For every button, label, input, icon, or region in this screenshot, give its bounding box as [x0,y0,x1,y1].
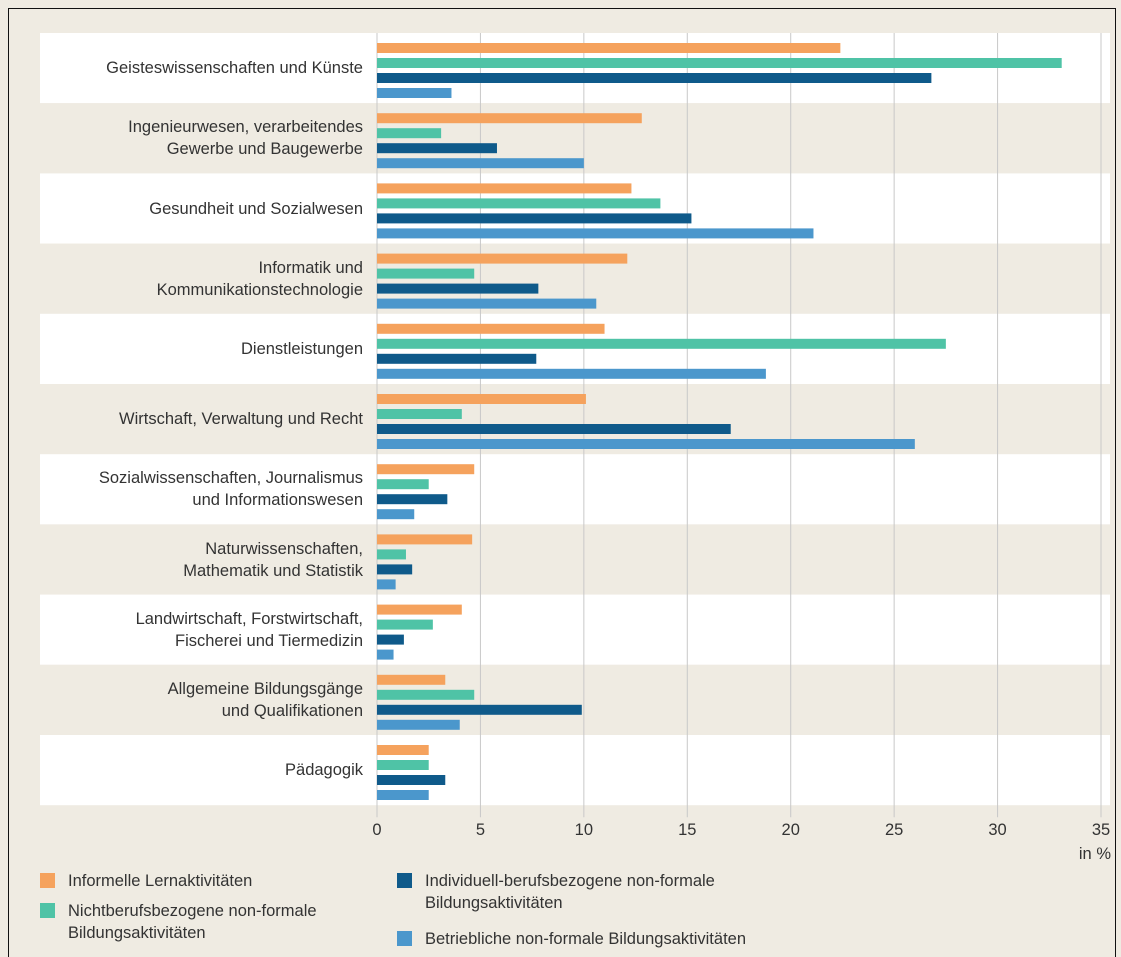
bar [377,253,628,264]
bar [377,338,946,349]
bar [377,283,539,294]
row-band [40,594,1110,665]
x-tick-label: 25 [884,821,904,840]
bar [377,394,586,404]
x-tick-label: 0 [372,821,382,840]
bar [377,704,582,715]
category-label: Allgemeine Bildungsgänge und Qualifikati… [167,679,363,720]
x-tick-label: 20 [781,821,800,840]
legend-label: Informelle Lernaktivitäten [68,872,253,890]
category-label: Geisteswissenschaften und Künste [106,59,363,78]
row-band [40,524,1110,595]
bar [377,128,442,139]
bar [377,228,814,239]
bar [377,424,731,434]
bar [377,113,642,124]
bar [377,464,475,475]
x-tick-label: 5 [475,821,486,840]
legend-label: Betriebliche non-formale Bildungsaktivit… [425,930,747,948]
bar [377,88,452,98]
legend-swatch [40,903,55,918]
x-tick-label: 35 [1091,821,1111,840]
bar [377,368,766,379]
bar [377,183,632,194]
bar [377,760,429,770]
category-label: Dienstleistungen [241,339,363,358]
x-axis-label: in % [1078,845,1111,864]
bar [377,534,473,545]
category-label: Informatik und Kommunikationstechnologie [156,258,363,299]
bar [377,649,394,660]
row-band [40,454,1110,525]
bar [377,579,396,590]
bar [377,73,932,83]
bar [377,268,475,279]
legend-swatch [397,873,412,888]
legend-label: Individuell-berufsbezogene non-formale B… [425,872,715,912]
bar [377,564,413,575]
legend-swatch [397,931,412,946]
bar [377,158,584,169]
bar [377,323,605,334]
x-tick-label: 30 [988,821,1007,840]
category-label: Pädagogik [285,761,363,780]
category-label: Ingenieurwesen, verarbeitendes Gewerbe u… [128,118,363,159]
bar [377,409,462,419]
bar [377,494,448,505]
x-tick-label: 15 [678,821,697,840]
bar [377,719,460,730]
bar [377,775,446,785]
bar [377,745,429,755]
category-label: Landwirtschaft, Forstwirtschaft, Fischer… [135,609,363,650]
x-tick-label: 10 [574,821,594,840]
bar [377,790,429,800]
bar [377,43,841,53]
bar [377,619,433,630]
bar [377,479,429,490]
category-label: Gesundheit und Sozialwesen [149,199,363,218]
category-label: Sozialwissenschaften, Journalismus und I… [98,469,363,510]
legend-swatch [40,873,55,888]
bar [377,604,462,615]
bar [377,198,661,209]
bar [377,143,497,154]
category-label: Wirtschaft, Verwaltung und Recht [119,410,363,429]
bar [377,353,537,364]
category-label: Naturwissenschaften, Mathematik und Stat… [183,539,363,580]
row-band [40,735,1110,806]
bar [377,634,404,645]
bar [377,58,1062,68]
bar [377,213,692,224]
bar [377,689,475,700]
legend-label: Nichtberufsbezogene non-formale Bildungs… [68,902,317,942]
row-band [40,664,1110,735]
bar [377,509,415,520]
bar [377,549,406,560]
frame [8,8,1116,957]
bar [377,439,915,449]
bar [377,674,446,685]
bar [377,298,597,309]
